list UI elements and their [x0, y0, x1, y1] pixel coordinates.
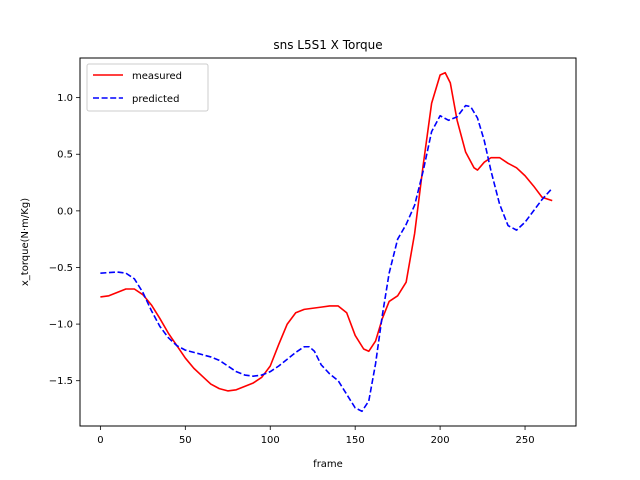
- y-axis: −1.5 −1.0 −0.5 0.0 0.5 1.0: [49, 93, 80, 387]
- chart-title: sns L5S1 X Torque: [273, 38, 382, 52]
- y-tick-label: 0.5: [57, 150, 73, 161]
- plot-frame: [79, 57, 577, 427]
- x-axis-label: frame: [313, 459, 343, 470]
- y-tick-label: 0.0: [57, 206, 73, 217]
- series-line-predicted: [100, 104, 553, 413]
- x-axis: 0 50 100 150 200 250: [97, 426, 535, 446]
- legend: measured predicted: [86, 63, 209, 112]
- y-tick-label: 1.0: [57, 93, 73, 104]
- x-tick-label: 100: [261, 435, 280, 446]
- x-tick-label: 50: [179, 435, 192, 446]
- legend-label-predicted: predicted: [132, 94, 179, 105]
- x-tick-label: 150: [346, 435, 365, 446]
- y-axis-label: x_torque(N·m/Kg): [20, 198, 31, 286]
- legend-label-measured: measured: [132, 71, 182, 82]
- x-tick-label: 200: [431, 435, 450, 446]
- y-tick-label: −1.5: [49, 376, 73, 387]
- series-line-measured: [100, 71, 553, 392]
- y-tick-label: −0.5: [49, 263, 73, 274]
- y-tick-label: −1.0: [49, 320, 73, 331]
- x-tick-label: 0: [97, 435, 103, 446]
- x-tick-label: 250: [515, 435, 534, 446]
- series-layer: [100, 71, 553, 413]
